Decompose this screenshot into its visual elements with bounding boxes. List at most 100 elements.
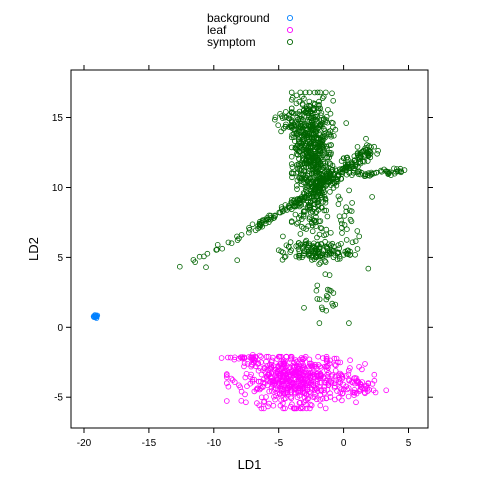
symptom-point	[196, 253, 203, 260]
symptom-point	[334, 250, 341, 257]
leaf-point	[344, 386, 350, 393]
symptom-point	[303, 237, 310, 244]
symptom-point	[354, 228, 361, 234]
x-tick-label: 0	[341, 438, 347, 449]
symptom-point	[312, 197, 319, 204]
symptom-point	[282, 123, 289, 130]
symptom-point	[299, 158, 306, 164]
leaf-point	[277, 402, 284, 409]
symptom-point	[287, 249, 294, 255]
symptom-point	[365, 170, 372, 177]
symptom-point	[293, 100, 300, 107]
symptom-point	[343, 120, 350, 126]
leaf-point	[299, 366, 306, 373]
leaf-point	[372, 389, 379, 396]
symptom-point	[294, 197, 301, 203]
symptom-point	[354, 144, 361, 150]
symptom-point	[288, 153, 295, 160]
symptom-point	[234, 257, 241, 264]
leaf-point	[327, 390, 333, 397]
leaf-point	[265, 353, 272, 360]
leaf-point	[279, 376, 286, 383]
symptom-point	[313, 134, 320, 141]
symptom-point	[320, 93, 327, 100]
symptom-point	[312, 204, 318, 211]
symptom-point	[318, 136, 325, 143]
leaf-point	[300, 405, 306, 412]
symptom-point	[324, 145, 330, 152]
leaf-point	[346, 377, 353, 384]
symptom-point	[316, 320, 323, 326]
leaf-point	[293, 405, 300, 412]
symptom-point	[317, 89, 323, 96]
leaf-point	[321, 387, 328, 393]
symptom-point	[318, 304, 325, 311]
symptom-point	[320, 247, 327, 254]
leaf-point	[319, 395, 326, 402]
symptom-point	[348, 218, 355, 225]
leaf-point	[289, 380, 296, 387]
symptom-point	[294, 161, 301, 168]
symptom-point	[381, 166, 387, 173]
symptom-point	[300, 213, 307, 220]
leaf-point	[281, 396, 287, 403]
symptom-point	[300, 250, 307, 257]
symptom-point	[277, 209, 284, 216]
symptom-point	[339, 230, 345, 236]
symptom-point	[299, 245, 306, 251]
symptom-point	[327, 128, 334, 134]
symptom-point	[334, 176, 341, 183]
symptom-point	[309, 253, 316, 259]
symptom-point	[267, 216, 274, 223]
leaf-point	[300, 356, 306, 362]
symptom-point	[330, 133, 337, 139]
symptom-point	[177, 263, 183, 270]
symptom-point	[315, 168, 321, 175]
symptom-point	[280, 233, 286, 240]
symptom-point	[278, 248, 285, 255]
symptom-point	[315, 156, 322, 163]
symptom-point	[336, 255, 343, 262]
symptom-point	[301, 194, 308, 200]
leaf-point	[317, 402, 324, 409]
symptom-point	[355, 152, 361, 158]
leaf-point	[332, 367, 339, 374]
leaf-point	[286, 364, 293, 370]
symptom-point	[317, 105, 324, 112]
leaf-point	[290, 384, 297, 390]
symptom-point	[310, 178, 316, 185]
symptom-point	[299, 93, 305, 100]
symptom-point	[282, 206, 288, 213]
leaf-point	[295, 380, 302, 387]
symptom-point	[288, 161, 295, 167]
leaf-point	[242, 391, 248, 398]
leaf-point	[277, 380, 283, 387]
symptom-point	[354, 246, 361, 252]
symptom-point	[319, 95, 326, 101]
leaf-point	[371, 371, 378, 378]
symptom-point	[375, 147, 381, 154]
leaf-point	[282, 368, 289, 375]
symptom-point	[294, 177, 301, 184]
plot-frame	[70, 69, 429, 429]
symptom-point	[297, 231, 304, 237]
leaf-point	[238, 397, 245, 404]
symptom-point	[385, 170, 392, 177]
symptom-point	[311, 153, 318, 160]
symptom-point	[313, 185, 320, 192]
leaf-point	[271, 393, 277, 400]
x-tick-label: 5	[406, 438, 412, 449]
leaf-point	[362, 361, 368, 367]
leaf-point	[323, 395, 330, 402]
leaf-point	[305, 395, 311, 402]
symptom-point	[316, 296, 323, 303]
symptom-point	[312, 144, 319, 150]
symptom-point	[302, 89, 309, 96]
symptom-point	[289, 132, 295, 138]
legend-marker	[286, 38, 294, 46]
leaf-point	[321, 383, 328, 390]
leaf-point	[317, 391, 324, 398]
leaf-point	[317, 371, 324, 378]
leaf-point	[308, 360, 314, 367]
